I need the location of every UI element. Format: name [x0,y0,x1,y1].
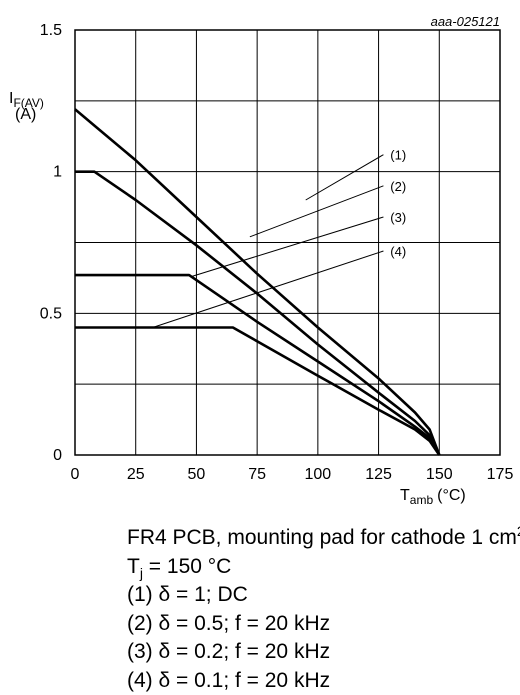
x-tick-labels: 0 25 50 75 100 125 150 175 [71,466,514,483]
caption-pcb-text: FR4 PCB, mounting pad for cathode 1 cm [127,526,517,549]
figure-id: aaa-025121 [431,14,500,29]
callout-leader-4 [153,251,384,328]
caption-line-1: FR4 PCB, mounting pad for cathode 1 cm2 [127,524,517,553]
x-tick-label: 150 [426,466,453,483]
y-axis-unit: (A) [15,106,36,123]
y-tick-label: 1.5 [40,22,62,39]
x-tick-label: 100 [305,466,332,483]
x-axis-label: Tamb(°C) [400,487,466,507]
callout-leader-3 [192,217,384,277]
caption-line-3: (1) δ = 1; DC [127,581,517,610]
x-axis-label-unit: (°C) [437,487,466,504]
x-tick-label: 0 [71,466,80,483]
x-axis-label-main: T [400,487,410,504]
callout-label-4: (4) [390,244,406,259]
callout-label-2: (2) [390,179,406,194]
caption-line-6: (4) δ = 0.1; f = 20 kHz [127,667,517,695]
callout-label-1: (1) [390,148,406,163]
x-tick-label: 125 [365,466,392,483]
x-tick-label: 50 [188,466,206,483]
callout-group: (1) (2) (3) (4) [153,148,406,328]
callout-label-3: (3) [390,210,406,225]
grid [75,30,500,455]
y-tick-label: 0.5 [40,305,62,322]
x-tick-label: 25 [127,466,145,483]
derating-chart: (1) (2) (3) (4) 0 25 50 75 100 125 150 175 0 0.5 1 1.… [0,0,520,520]
caption-tj-main: T [127,555,140,578]
caption-tj-rest: = 150 °C [143,555,231,578]
x-tick-label: 75 [248,466,266,483]
y-tick-label: 1 [53,164,62,181]
y-tick-labels: 0 0.5 1 1.5 [40,22,62,464]
caption-line-5: (3) δ = 0.2; f = 20 kHz [127,638,517,667]
y-tick-label: 0 [53,447,62,464]
caption-line-2: Tj = 150 °C [127,553,517,582]
x-tick-label: 175 [487,466,514,483]
caption-line-4: (2) δ = 0.5; f = 20 kHz [127,610,517,639]
figure-caption: FR4 PCB, mounting pad for cathode 1 cm2 … [127,524,517,695]
x-axis-label-sub: amb [410,493,434,507]
